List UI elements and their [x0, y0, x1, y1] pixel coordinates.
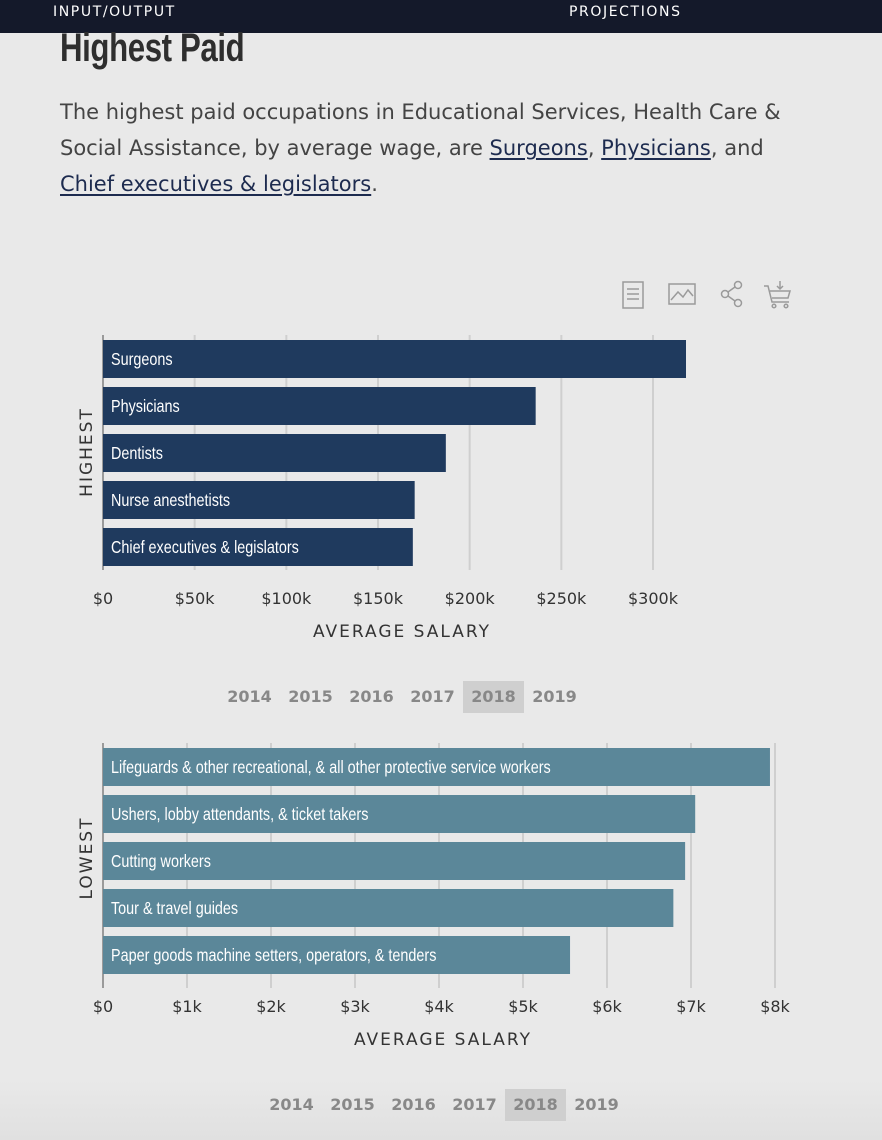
bar — [103, 889, 674, 927]
link-surgeons[interactable]: Surgeons — [489, 136, 588, 160]
bar-label: Paper goods machine setters, operators, … — [111, 946, 436, 966]
bar-label: Surgeons — [111, 350, 173, 370]
year-tab-2014[interactable]: 2014 — [227, 687, 272, 706]
bar-label: Lifeguards & other recreational, & all o… — [111, 758, 551, 778]
page-title: Highest Paid — [60, 26, 245, 70]
x-tick-label: $4k — [424, 997, 454, 1016]
bar — [103, 795, 696, 833]
link-chief-executives[interactable]: Chief executives & legislators — [60, 172, 372, 196]
year-tab-2019[interactable]: 2019 — [574, 1095, 619, 1114]
x-tick-label: $8k — [760, 997, 790, 1016]
bar — [103, 842, 686, 880]
bar-label: Cutting workers — [111, 852, 211, 872]
cart-icon[interactable] — [762, 278, 794, 310]
table-icon[interactable] — [616, 278, 648, 310]
bar-label: Tour & travel guides — [111, 899, 238, 919]
intro-text: The highest paid occupations in Educatio… — [60, 100, 781, 160]
x-tick-label: $200k — [445, 589, 496, 608]
x-tick-label: $6k — [592, 997, 622, 1016]
bar-label: Dentists — [111, 444, 163, 464]
lowest-paid-chart: $0 $1k $2k $3k $4k $5k $6k $7k $8k Lifeguards & o… — [77, 743, 791, 1050]
year-selector-lowest: 2014 2015 2016 2017 2018 2019 — [261, 1089, 631, 1121]
bar — [103, 387, 536, 425]
year-tab-2014[interactable]: 2014 — [269, 1095, 314, 1114]
y-axis-title: HIGHEST — [77, 407, 97, 497]
nav-projections[interactable]: PROJECTIONS — [569, 4, 682, 20]
year-tab-2019[interactable]: 2019 — [532, 687, 577, 706]
bar-label: Nurse anesthetists — [111, 491, 230, 511]
x-tick-label: $0 — [93, 997, 113, 1016]
x-tick-label: $150k — [353, 589, 404, 608]
year-tab-2018[interactable]: 2018 — [505, 1089, 566, 1121]
x-axis-title: AVERAGE SALARY — [354, 1030, 532, 1050]
top-nav: INPUT/OUTPUT PROJECTIONS — [0, 0, 882, 33]
x-tick-label: $1k — [172, 997, 202, 1016]
x-tick-label: $250k — [536, 589, 587, 608]
image-icon[interactable] — [666, 278, 698, 310]
intro-sep: , — [587, 136, 602, 160]
x-tick-label: $0 — [93, 589, 113, 608]
share-icon[interactable] — [716, 278, 748, 310]
bar-label: Chief executives & legislators — [111, 538, 299, 558]
x-tick-label: $2k — [256, 997, 286, 1016]
bar — [103, 340, 686, 378]
x-tick-label: $7k — [676, 997, 706, 1016]
x-tick-label: $100k — [261, 589, 312, 608]
bar — [103, 434, 446, 472]
year-tab-2015[interactable]: 2015 — [330, 1095, 375, 1114]
y-axis-title: LOWEST — [77, 817, 97, 900]
year-tab-2018[interactable]: 2018 — [463, 681, 524, 713]
bar — [103, 936, 571, 974]
year-tab-2016[interactable]: 2016 — [391, 1095, 436, 1114]
x-tick-label: $300k — [628, 589, 679, 608]
intro-paragraph: The highest paid occupations in Educatio… — [60, 94, 820, 202]
intro-sep: , and — [710, 136, 764, 160]
year-tab-2017[interactable]: 2017 — [410, 687, 455, 706]
year-tab-2015[interactable]: 2015 — [288, 687, 333, 706]
year-tab-2016[interactable]: 2016 — [349, 687, 394, 706]
highest-paid-chart: $0 $50k $100k $150k $200k $250k $300k Surgeons P… — [77, 335, 686, 642]
x-tick-label: $3k — [340, 997, 370, 1016]
nav-input-output[interactable]: INPUT/OUTPUT — [53, 4, 176, 20]
bar-label: Ushers, lobby attendants, & ticket taker… — [111, 805, 368, 825]
year-tab-2017[interactable]: 2017 — [452, 1095, 497, 1114]
bar — [103, 481, 415, 519]
bar-label: Physicians — [111, 397, 180, 417]
x-tick-label: $50k — [175, 589, 216, 608]
year-selector-highest: 2014 2015 2016 2017 2018 2019 — [219, 681, 589, 713]
intro-end: . — [371, 172, 378, 196]
bar — [103, 748, 770, 786]
link-physicians[interactable]: Physicians — [601, 136, 711, 160]
bar — [103, 528, 413, 566]
x-axis-title: AVERAGE SALARY — [313, 622, 491, 642]
x-tick-label: $5k — [508, 997, 538, 1016]
